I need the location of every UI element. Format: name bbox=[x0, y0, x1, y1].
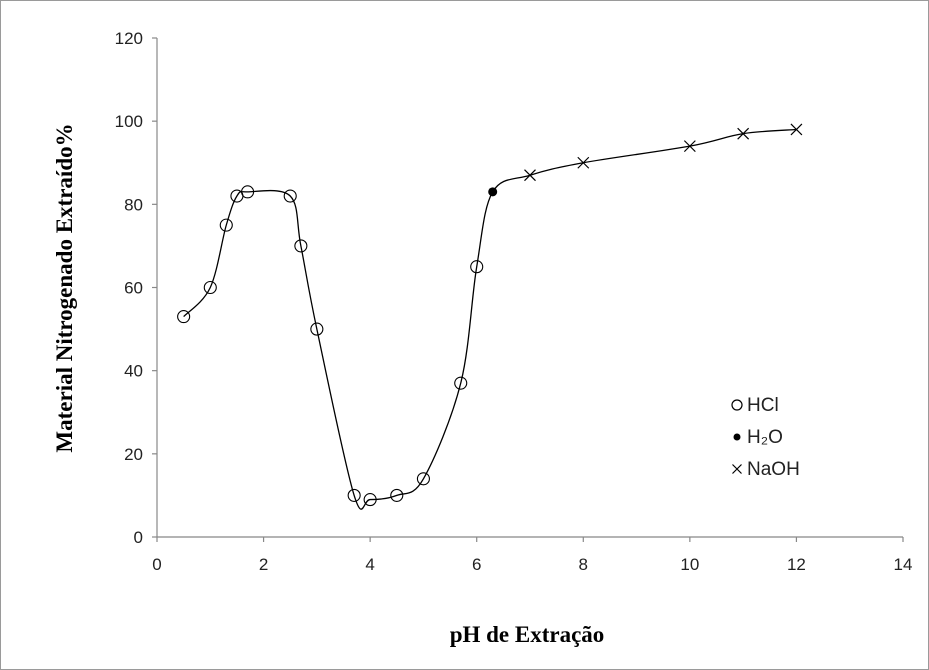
x-tick-label: 0 bbox=[152, 555, 161, 574]
y-tick-label: 100 bbox=[115, 112, 143, 131]
y-tick-label: 20 bbox=[124, 445, 143, 464]
data-point bbox=[283, 189, 297, 203]
y-tick-label: 60 bbox=[124, 279, 143, 298]
data-point bbox=[177, 310, 191, 324]
x-tick-label: 12 bbox=[787, 555, 806, 574]
y-tick-label: 80 bbox=[124, 195, 143, 214]
data-point bbox=[347, 488, 361, 502]
x-tick-label: 8 bbox=[579, 555, 588, 574]
data-point bbox=[241, 185, 255, 199]
legend: HCl H₂O NaOH bbox=[731, 395, 800, 480]
y-tick-label: 0 bbox=[134, 528, 143, 547]
legend-label: NaOH bbox=[747, 459, 800, 480]
data-point bbox=[470, 260, 484, 274]
y-ticks: 0 20 40 60 80 100 120 bbox=[115, 29, 157, 547]
legend-label: HCl bbox=[747, 395, 779, 416]
y-tick-label: 40 bbox=[124, 362, 143, 381]
data-point bbox=[790, 123, 803, 136]
data-point bbox=[310, 322, 324, 336]
data-point bbox=[363, 493, 377, 507]
y-axis-title: Material Nitrogenado Extraído% bbox=[52, 123, 77, 452]
x-ticks: 0 2 4 6 8 10 12 14 bbox=[152, 537, 912, 574]
data-point bbox=[294, 239, 308, 253]
x-axis-title: pH de Extração bbox=[450, 622, 605, 647]
data-point bbox=[390, 488, 404, 502]
data-point bbox=[454, 376, 468, 390]
legend-marker-naoh bbox=[732, 464, 742, 474]
data-point bbox=[488, 187, 498, 197]
data-point bbox=[683, 140, 696, 153]
legend-label: H₂O bbox=[747, 427, 783, 448]
x-tick-label: 4 bbox=[365, 555, 374, 574]
data-markers bbox=[177, 123, 803, 507]
x-tick-label: 2 bbox=[259, 555, 268, 574]
legend-marker-hcl bbox=[731, 399, 743, 411]
data-point bbox=[416, 472, 430, 486]
x-tick-label: 14 bbox=[894, 555, 913, 574]
data-point bbox=[219, 218, 233, 232]
legend-marker-h2o bbox=[733, 433, 741, 441]
data-curve bbox=[183, 128, 797, 510]
data-point bbox=[737, 127, 750, 140]
x-tick-label: 10 bbox=[680, 555, 699, 574]
data-point bbox=[203, 280, 217, 295]
y-tick-label: 120 bbox=[115, 29, 143, 48]
data-point bbox=[577, 156, 590, 169]
x-tick-label: 6 bbox=[472, 555, 481, 574]
data-point bbox=[524, 169, 536, 182]
